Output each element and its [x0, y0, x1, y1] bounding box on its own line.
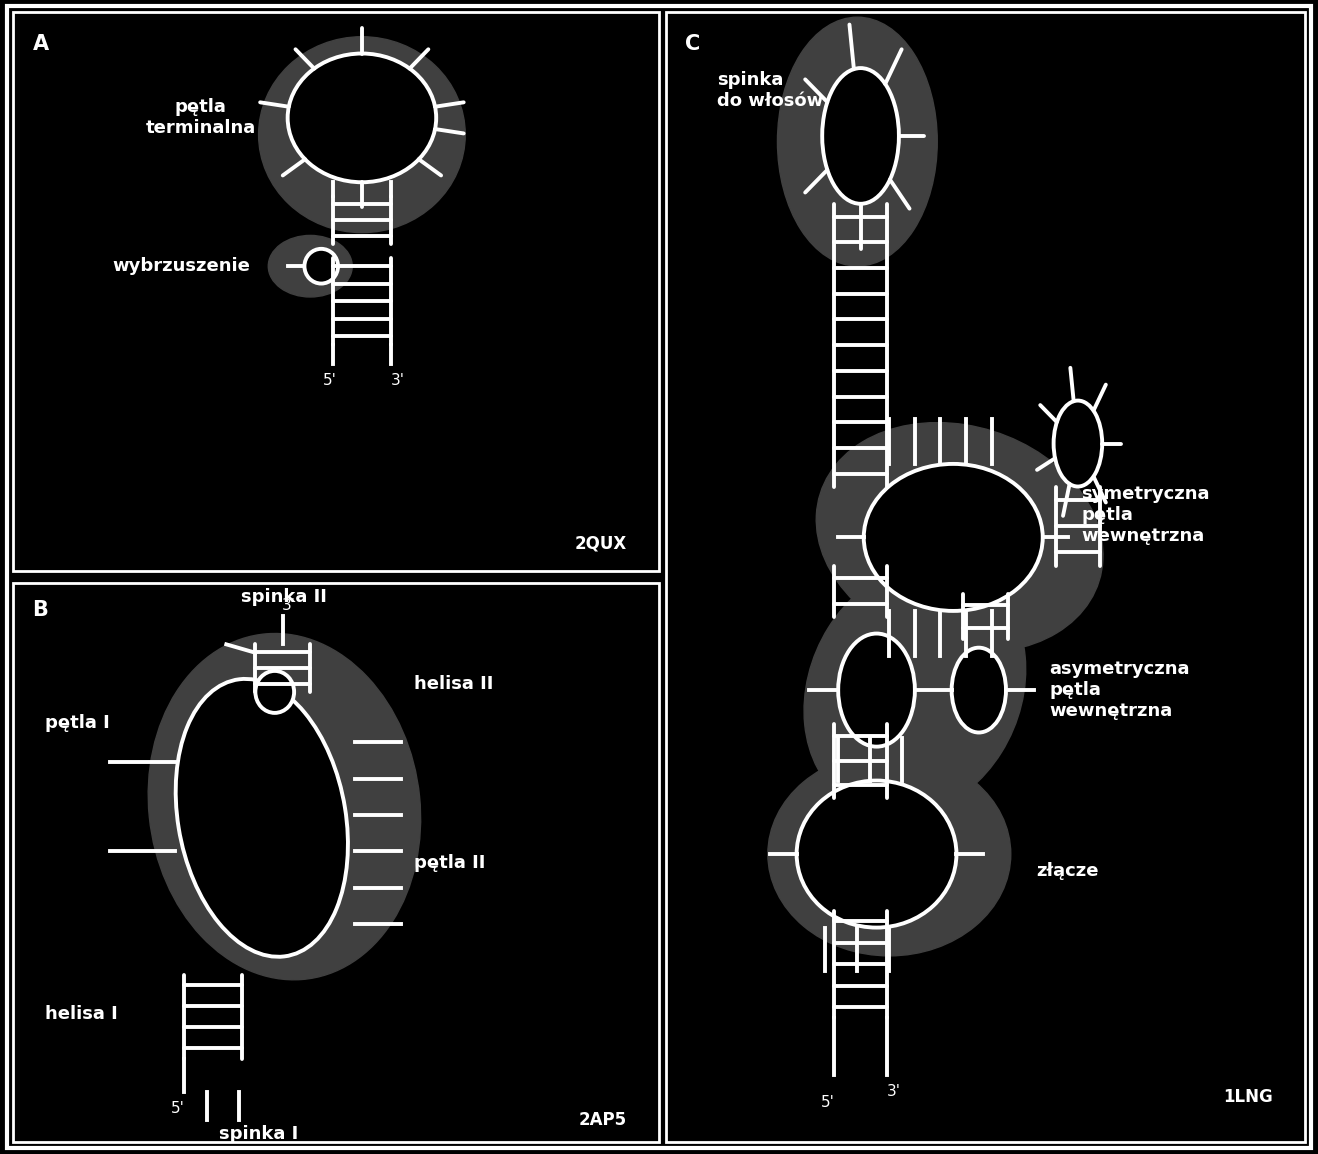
- Text: spinka II: spinka II: [241, 587, 327, 606]
- Text: pętla I: pętla I: [45, 713, 111, 732]
- Ellipse shape: [804, 563, 1025, 817]
- Ellipse shape: [258, 37, 465, 233]
- Text: 5': 5': [171, 1101, 185, 1116]
- Text: 3': 3': [887, 1084, 900, 1099]
- Text: spinka
do włosów: spinka do włosów: [717, 72, 822, 110]
- Ellipse shape: [269, 235, 352, 297]
- Ellipse shape: [863, 464, 1043, 610]
- Text: B: B: [33, 600, 49, 620]
- Text: 2AP5: 2AP5: [579, 1111, 627, 1129]
- Text: pętla II: pętla II: [414, 854, 485, 871]
- Text: wybrzuszenie: wybrzuszenie: [112, 257, 250, 275]
- Text: 5': 5': [323, 374, 336, 389]
- Text: 3': 3': [390, 374, 405, 389]
- Circle shape: [1053, 400, 1102, 487]
- Text: asymetryczna
pętla
wewnętrzna: asymetryczna pętla wewnętrzna: [1049, 660, 1190, 720]
- Circle shape: [822, 68, 899, 204]
- Text: 3': 3': [282, 598, 297, 613]
- Ellipse shape: [175, 679, 348, 957]
- Ellipse shape: [952, 647, 1006, 733]
- Ellipse shape: [236, 650, 320, 728]
- Text: A: A: [33, 33, 49, 54]
- Ellipse shape: [778, 17, 937, 267]
- Ellipse shape: [796, 780, 957, 928]
- Text: helisa II: helisa II: [414, 675, 493, 692]
- Ellipse shape: [838, 634, 915, 747]
- Text: pętla
terminalna: pętla terminalna: [145, 98, 256, 137]
- Ellipse shape: [148, 634, 420, 980]
- Text: symetryczna
pętla
wewnętrzna: symetryczna pętla wewnętrzna: [1081, 485, 1210, 545]
- Text: złącze: złącze: [1036, 862, 1099, 881]
- Circle shape: [287, 53, 436, 182]
- Text: 5': 5': [820, 1095, 834, 1110]
- Text: spinka I: spinka I: [219, 1125, 298, 1144]
- Text: 1LNG: 1LNG: [1223, 1088, 1273, 1107]
- Text: 2QUX: 2QUX: [575, 534, 627, 553]
- Ellipse shape: [256, 670, 294, 713]
- Ellipse shape: [816, 422, 1103, 652]
- Ellipse shape: [768, 752, 1011, 956]
- Text: helisa I: helisa I: [45, 1005, 119, 1022]
- Ellipse shape: [304, 249, 337, 284]
- Text: C: C: [685, 35, 700, 54]
